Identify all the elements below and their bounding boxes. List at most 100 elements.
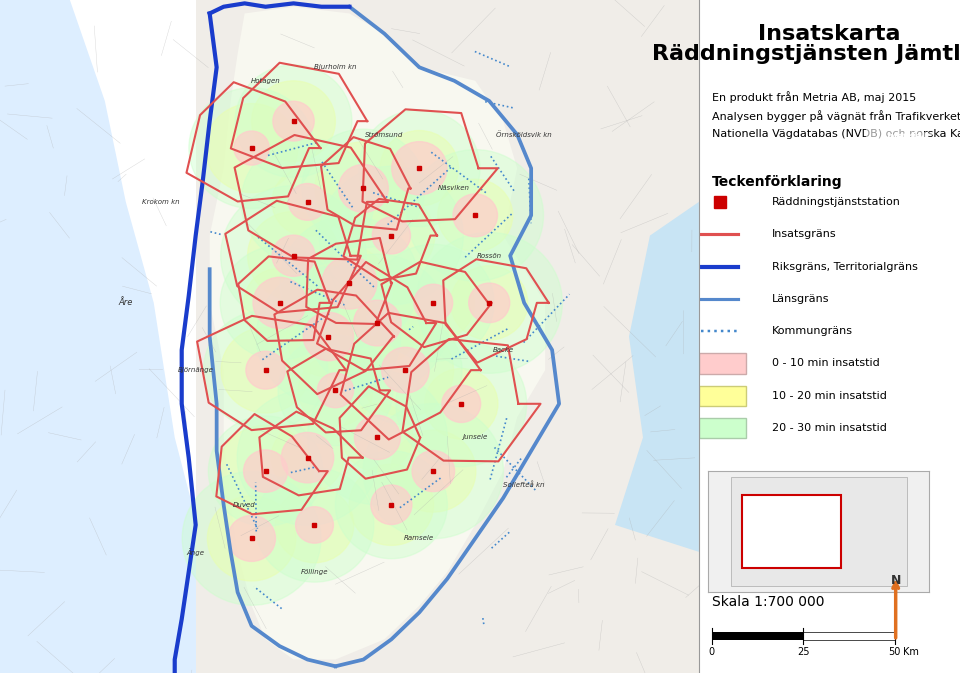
Circle shape (272, 168, 343, 236)
Circle shape (272, 235, 315, 277)
Circle shape (407, 149, 543, 281)
Circle shape (348, 194, 435, 277)
Polygon shape (741, 495, 841, 568)
Text: Länsgräns: Länsgräns (772, 294, 829, 304)
Text: Junsele: Junsele (463, 435, 488, 440)
Circle shape (221, 186, 367, 326)
Text: metria: metria (886, 132, 923, 141)
Text: Åre: Åre (119, 298, 133, 308)
Circle shape (348, 316, 462, 425)
Circle shape (312, 246, 387, 319)
Circle shape (228, 516, 276, 561)
Circle shape (372, 244, 494, 361)
Polygon shape (615, 202, 699, 552)
Circle shape (453, 194, 497, 237)
Text: Föllinge: Föllinge (300, 569, 328, 575)
Text: Riksgräns, Territorialgräns: Riksgräns, Territorialgräns (772, 262, 918, 271)
Text: Krokom kn: Krokom kn (142, 199, 180, 205)
Text: Näsviken: Näsviken (439, 186, 470, 191)
Circle shape (414, 284, 453, 322)
Circle shape (237, 390, 378, 526)
Circle shape (335, 451, 447, 559)
Circle shape (256, 267, 400, 406)
Circle shape (280, 216, 419, 349)
Circle shape (381, 347, 429, 393)
Circle shape (320, 166, 464, 305)
Text: 25: 25 (797, 647, 809, 658)
Polygon shape (866, 118, 935, 151)
Circle shape (354, 415, 400, 460)
Circle shape (349, 464, 434, 545)
Text: Kommungräns: Kommungräns (772, 326, 853, 336)
Polygon shape (731, 477, 907, 586)
Circle shape (318, 373, 353, 408)
Text: Örnsköldsvik kn: Örnsköldsvik kn (496, 131, 552, 138)
Circle shape (322, 256, 377, 309)
Circle shape (220, 246, 339, 360)
Circle shape (244, 269, 316, 337)
Text: Hotagen: Hotagen (251, 77, 280, 84)
Text: Strömsund: Strömsund (365, 132, 403, 137)
Circle shape (371, 485, 412, 524)
Text: 20 - 30 min insatstid: 20 - 30 min insatstid (772, 423, 887, 433)
Circle shape (392, 141, 447, 195)
Text: Duved: Duved (233, 502, 256, 507)
FancyBboxPatch shape (699, 353, 746, 374)
Circle shape (424, 369, 498, 439)
Circle shape (380, 131, 459, 206)
Text: 0 - 10 min insatstid: 0 - 10 min insatstid (772, 359, 879, 368)
Circle shape (396, 341, 527, 467)
Circle shape (221, 327, 310, 413)
Circle shape (253, 277, 306, 328)
Text: Änge: Änge (186, 548, 204, 556)
Circle shape (450, 266, 528, 340)
Text: Rossön: Rossön (477, 253, 502, 258)
FancyBboxPatch shape (699, 418, 746, 438)
Circle shape (372, 217, 411, 254)
Circle shape (271, 423, 344, 493)
Circle shape (299, 355, 372, 426)
Circle shape (255, 468, 373, 582)
Circle shape (357, 324, 453, 417)
Circle shape (416, 232, 563, 374)
Circle shape (205, 104, 298, 192)
Circle shape (412, 451, 455, 491)
Text: En produkt från Metria AB, maj 2015: En produkt från Metria AB, maj 2015 (712, 91, 916, 103)
Text: Backe: Backe (492, 347, 514, 353)
Circle shape (235, 65, 352, 178)
Circle shape (303, 312, 353, 361)
Circle shape (208, 416, 323, 526)
Polygon shape (0, 0, 224, 673)
Text: Skala 1:700 000: Skala 1:700 000 (712, 595, 825, 609)
Circle shape (281, 433, 334, 483)
Text: Km: Km (902, 647, 919, 658)
Polygon shape (209, 7, 545, 660)
Circle shape (288, 184, 326, 220)
Text: Björnänge: Björnänge (178, 367, 214, 373)
Circle shape (442, 385, 481, 423)
Circle shape (301, 129, 425, 248)
Text: Bjurholm kn: Bjurholm kn (314, 65, 357, 70)
Circle shape (273, 101, 314, 141)
FancyBboxPatch shape (699, 386, 746, 406)
Text: 10 - 20 min insatstid: 10 - 20 min insatstid (772, 391, 887, 400)
Circle shape (307, 370, 447, 505)
Circle shape (315, 142, 412, 235)
Circle shape (393, 263, 474, 343)
Circle shape (339, 164, 388, 213)
Circle shape (334, 281, 420, 365)
Circle shape (204, 310, 327, 430)
Text: 50: 50 (889, 647, 900, 658)
Polygon shape (196, 0, 699, 673)
Circle shape (391, 430, 476, 512)
Circle shape (246, 351, 285, 389)
Circle shape (296, 507, 333, 543)
Bar (712, 632, 804, 640)
Text: Nationella Vägdatabas (NVDB) och norska Kartverket: Nationella Vägdatabas (NVDB) och norska … (712, 129, 960, 139)
Circle shape (342, 403, 413, 472)
Text: Insatskarta: Insatskarta (758, 24, 900, 44)
Circle shape (359, 110, 480, 227)
Circle shape (248, 211, 340, 300)
Text: N: N (891, 573, 900, 587)
Text: Insatsgräns: Insatsgräns (772, 229, 836, 239)
